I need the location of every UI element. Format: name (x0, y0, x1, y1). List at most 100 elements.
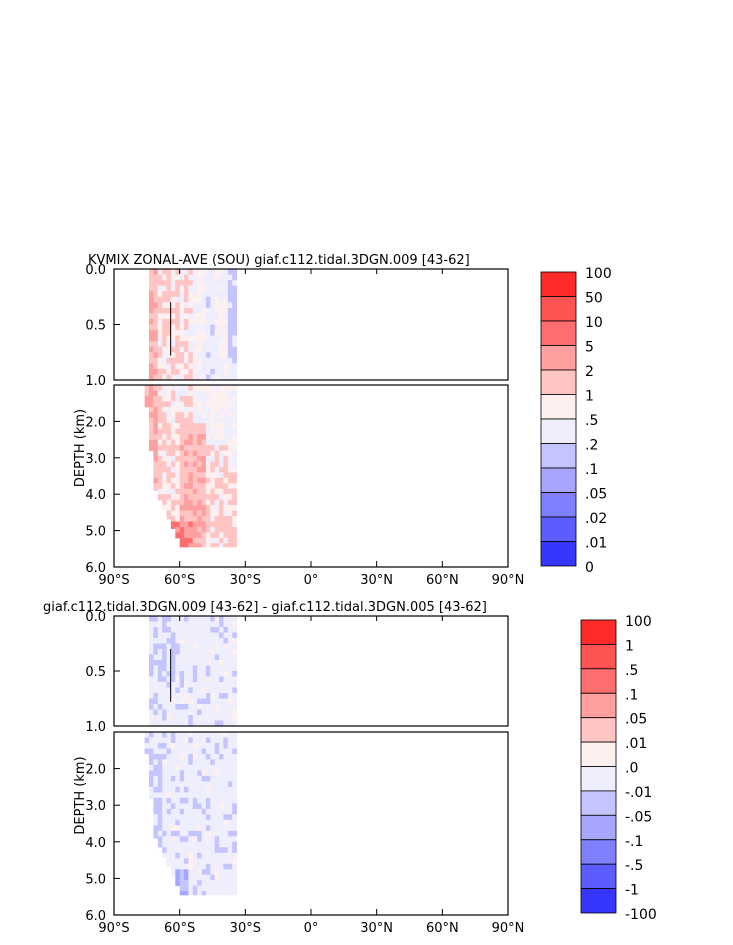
field-cell (232, 775, 237, 782)
field-cell (219, 814, 224, 821)
field-cell (184, 450, 189, 457)
field-cell (166, 280, 172, 286)
field-cell (192, 505, 198, 511)
field-cell (232, 660, 237, 666)
field-cell (192, 781, 198, 788)
field-cell (192, 274, 198, 281)
field-cell (210, 819, 216, 826)
field-cell (175, 814, 181, 821)
field-cell (162, 649, 167, 655)
field-cell (170, 330, 176, 337)
x-tick-label: 60°S (164, 573, 195, 588)
field-cell (192, 775, 198, 782)
field-cell (232, 417, 237, 424)
field-cell (153, 643, 159, 650)
field-cell (214, 324, 220, 331)
field-cell (170, 852, 176, 859)
field-cell (157, 748, 163, 755)
field-cell (184, 280, 189, 286)
field-cell (223, 869, 229, 876)
colorbar-label: .1 (625, 687, 638, 703)
field-cell (232, 687, 237, 694)
colorbar-swatch (580, 766, 617, 792)
field-cell (153, 472, 159, 479)
field-cell (210, 693, 216, 699)
field-cell (184, 715, 189, 721)
field-cell (223, 819, 229, 826)
field-cell (153, 836, 159, 839)
field-cell (188, 704, 194, 710)
field-cell (157, 797, 163, 804)
field-cell (153, 456, 159, 462)
field-cell (197, 786, 202, 793)
field-cell (166, 732, 172, 738)
field-cell (162, 852, 167, 858)
field-cell (219, 687, 224, 694)
field-cell (219, 885, 224, 892)
field-cell (166, 368, 172, 375)
y-tick-label: 6.0 (85, 561, 106, 576)
field-cell (192, 499, 198, 506)
field-cell (157, 395, 163, 402)
field-cell (170, 417, 176, 424)
field-cell (223, 499, 229, 506)
field-cell (184, 841, 189, 848)
field-cell (179, 732, 185, 738)
field-cell (162, 439, 167, 446)
field-cell (153, 665, 159, 672)
colorbar-label: .0 (625, 761, 638, 777)
field-cell (192, 737, 198, 744)
field-cell (227, 330, 233, 337)
field-cell (232, 477, 237, 484)
field-cell (205, 472, 211, 479)
field-cell (227, 274, 233, 281)
field-cell (162, 318, 167, 325)
field-cell (175, 401, 181, 408)
field-cell (219, 374, 224, 381)
field-cell (205, 291, 211, 298)
field-cell (201, 891, 207, 896)
field-cell (192, 401, 198, 408)
field-cell (179, 885, 185, 892)
field-cell (192, 330, 198, 337)
field-cell (232, 616, 237, 622)
field-cell (214, 732, 220, 738)
field-cell (188, 775, 194, 782)
field-cell (232, 543, 237, 548)
field-cell (175, 792, 181, 799)
field-cell (201, 720, 207, 727)
field-cell (205, 732, 211, 738)
field-cell (184, 786, 189, 793)
field-cell (179, 737, 185, 744)
field-cell (227, 819, 233, 826)
field-cell (232, 456, 237, 462)
field-cell (232, 632, 237, 639)
field-cell (201, 363, 207, 370)
field-cell (214, 814, 220, 821)
field-cell (149, 720, 154, 727)
field-cell (184, 428, 189, 435)
field-cell (232, 891, 237, 896)
field-cell (157, 363, 163, 370)
field-cell (184, 654, 189, 661)
field-cell (201, 841, 207, 848)
field-cell (192, 891, 198, 896)
colorbar-swatch (540, 443, 577, 469)
field-cell (179, 477, 185, 484)
field-cell (227, 616, 233, 622)
field-cell (184, 830, 189, 837)
field-cell (219, 880, 224, 887)
field-cell (157, 732, 163, 738)
field-cell (223, 743, 229, 749)
field-cell (219, 521, 224, 528)
field-cell (223, 863, 229, 870)
field-cell (149, 704, 154, 710)
field-cell (192, 616, 198, 622)
field-cell (205, 863, 211, 870)
field-cell (223, 318, 229, 325)
field-cell (223, 450, 229, 457)
field-cell (170, 274, 176, 281)
field-cell (210, 510, 216, 517)
field-cell (219, 732, 224, 738)
field-cell (227, 759, 233, 766)
